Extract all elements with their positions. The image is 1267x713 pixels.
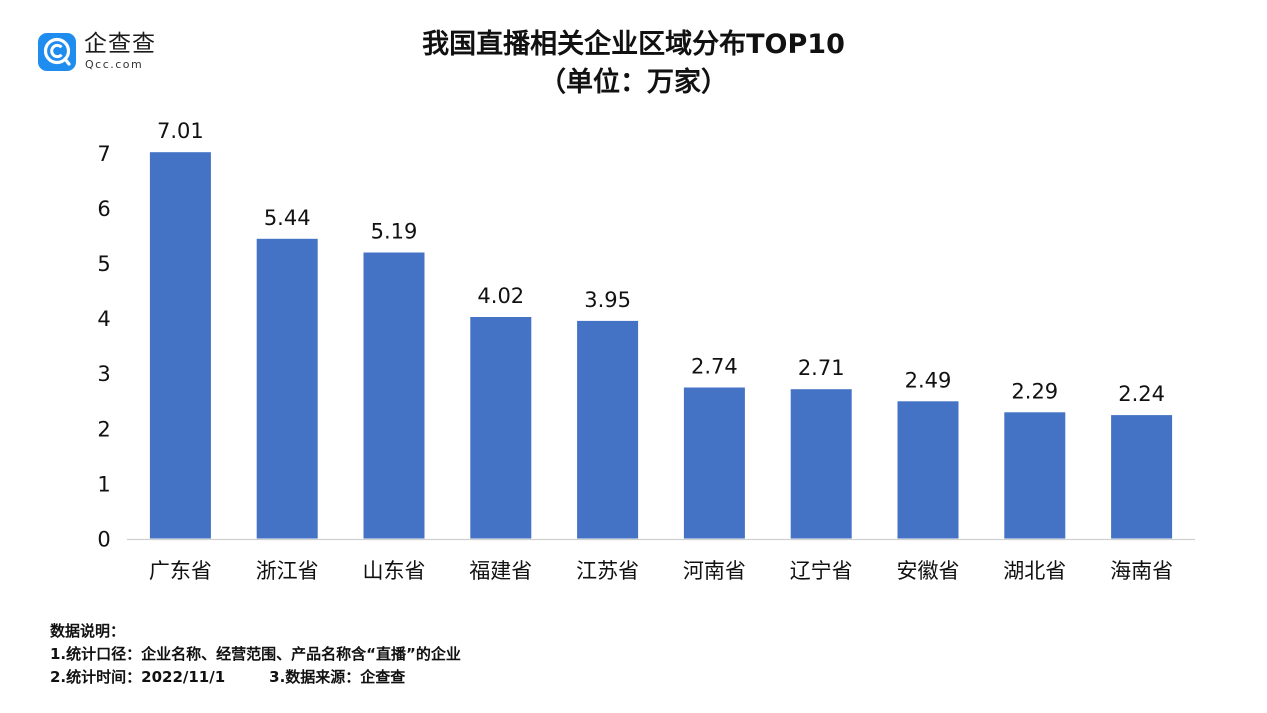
x-tick-label: 江苏省 (576, 559, 639, 583)
x-tick-label: 湖北省 (1003, 559, 1066, 583)
x-tick-label: 河南省 (683, 559, 746, 583)
bar (577, 320, 639, 539)
chart-title: 我国直播相关企业区域分布TOP10 (422, 29, 845, 60)
notes-line-2-time: 2.统计时间：2022/11/1 (50, 668, 226, 686)
y-axis-ticks: 0 1 2 3 4 5 6 7 (97, 142, 110, 552)
y-tick-label: 1 (97, 472, 110, 496)
notes-heading: 数据说明： (50, 622, 126, 640)
x-tick-label: 辽宁省 (790, 559, 853, 583)
bar (683, 387, 745, 539)
logo-domain: Qcc.com (85, 58, 144, 71)
chart-unit-subtitle: （单位：万家） (539, 67, 728, 98)
bars (149, 152, 1173, 539)
bar (790, 389, 852, 539)
logo-name: 企查查 (84, 31, 156, 57)
x-tick-label: 浙江省 (256, 559, 319, 583)
qcc-logo: 企查查 Qcc.com (38, 30, 168, 74)
notes-line-2: 2.统计时间：2022/11/1 3.数据来源：企查查 (50, 666, 461, 689)
bar (363, 252, 425, 539)
bar-value-label: 2.74 (691, 355, 738, 379)
x-tick-label: 山东省 (363, 559, 426, 583)
notes-line-1: 1.统计口径：企业名称、经营范围、产品名称含“直播”的企业 (50, 645, 461, 663)
y-tick-label: 7 (97, 142, 110, 166)
x-tick-label: 海南省 (1110, 559, 1173, 583)
bar (897, 401, 959, 539)
data-notes: 数据说明： 1.统计口径：企业名称、经营范围、产品名称含“直播”的企业 2.统计… (50, 620, 461, 689)
y-tick-label: 0 (97, 528, 110, 552)
x-axis-ticks: 广东省 浙江省 山东省 福建省 江苏省 河南省 辽宁省 安徽省 湖北省 海南省 (149, 559, 1173, 583)
value-labels: 7.01 5.44 5.19 4.02 3.95 2.74 2.71 2.49 2.29 2.24 (157, 119, 1165, 406)
notes-line-2-source: 3.数据来源：企查查 (269, 668, 406, 686)
bar-value-label: 2.29 (1011, 379, 1058, 403)
x-tick-label: 福建省 (469, 559, 532, 583)
bar-value-label: 4.02 (477, 284, 524, 308)
x-tick-label: 安徽省 (897, 559, 960, 583)
bar (149, 152, 211, 539)
y-tick-label: 4 (97, 307, 110, 331)
bar (256, 238, 318, 539)
bar-value-label: 5.19 (371, 220, 418, 244)
y-tick-label: 5 (97, 252, 110, 276)
bar (1111, 415, 1173, 539)
bar-value-label: 2.24 (1118, 382, 1165, 406)
y-tick-label: 3 (97, 362, 110, 386)
bar-value-label: 2.49 (905, 368, 952, 392)
bar (1004, 412, 1066, 539)
bar-value-label: 7.01 (157, 119, 204, 143)
bar (470, 317, 532, 539)
qcc-logo-icon (38, 33, 76, 71)
x-tick-label: 广东省 (149, 559, 212, 583)
bar-value-label: 3.95 (584, 288, 631, 312)
y-tick-label: 6 (97, 197, 110, 221)
y-tick-label: 2 (97, 417, 110, 441)
bar-value-label: 2.71 (798, 356, 845, 380)
bar-value-label: 5.44 (264, 206, 311, 230)
